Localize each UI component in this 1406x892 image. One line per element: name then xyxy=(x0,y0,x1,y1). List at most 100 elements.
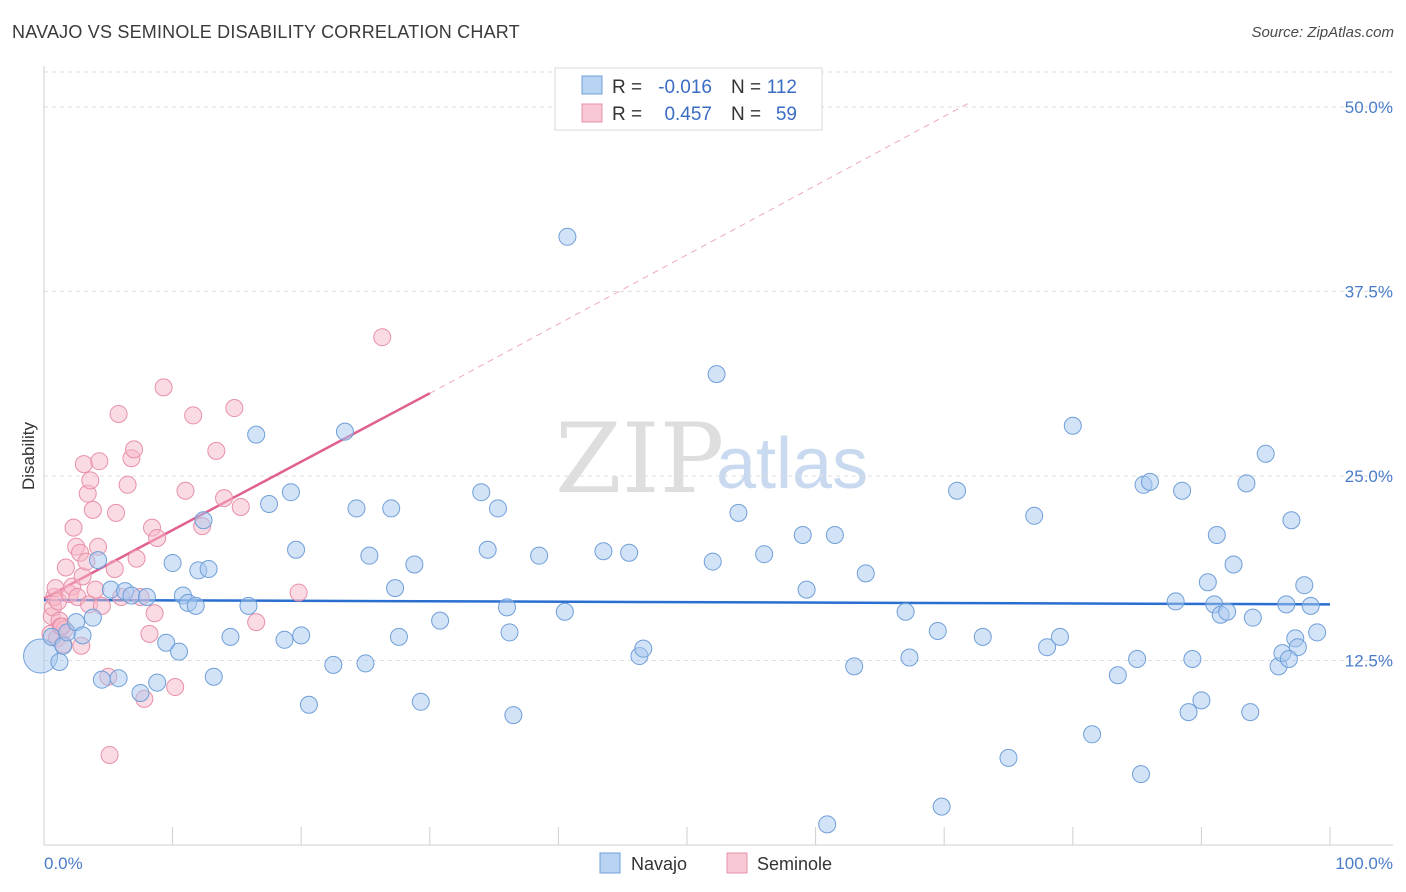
seminole-point xyxy=(215,489,234,508)
navajo-point xyxy=(92,670,111,689)
seminole-point xyxy=(231,497,250,516)
navajo-point xyxy=(335,422,354,441)
navajo-point xyxy=(1282,511,1301,530)
seminole-point xyxy=(125,440,144,459)
chart-title: NAVAJO VS SEMINOLE DISABILITY CORRELATIO… xyxy=(12,22,520,42)
seminole-point xyxy=(81,471,100,490)
axes xyxy=(43,66,1393,846)
navajo-point xyxy=(500,623,519,642)
navajo-point xyxy=(900,648,919,667)
navajo-points xyxy=(23,227,1327,834)
navajo-point xyxy=(818,815,837,834)
seminole-point xyxy=(140,624,159,643)
navajo-point xyxy=(347,499,366,518)
navajo-point xyxy=(729,503,748,522)
navajo-point xyxy=(299,695,318,714)
bottom-legend-label-seminole: Seminole xyxy=(757,854,832,874)
legend-n-value-seminole: 59 xyxy=(776,104,797,125)
navajo-point xyxy=(260,495,279,513)
navajo-point xyxy=(558,227,577,246)
navajo-point xyxy=(186,596,205,615)
navajo-point xyxy=(973,627,992,646)
seminole-point xyxy=(166,678,185,697)
source-credit: Source: ZipAtlas.com xyxy=(1251,24,1394,41)
watermark: ZIP atlas xyxy=(555,403,868,515)
navajo-point xyxy=(1241,703,1260,722)
navajo-point xyxy=(204,667,223,686)
navajo-point xyxy=(1218,602,1237,621)
navajo-point xyxy=(1131,765,1150,784)
navajo-point xyxy=(122,586,141,605)
navajo-point xyxy=(386,579,405,598)
seminole-point xyxy=(86,580,105,599)
navajo-point xyxy=(999,748,1018,767)
navajo-point xyxy=(199,559,218,578)
navajo-point xyxy=(247,425,266,444)
seminole-point xyxy=(90,452,109,471)
navajo-point xyxy=(360,546,379,565)
seminole-point xyxy=(73,567,92,586)
seminole-point xyxy=(118,475,137,494)
seminole-points xyxy=(41,328,392,764)
navajo-point xyxy=(1063,416,1082,435)
bottom-legend-label-navajo: Navajo xyxy=(631,854,687,874)
seminole-point xyxy=(64,518,83,537)
navajo-point xyxy=(281,483,300,502)
navajo-point xyxy=(411,692,430,711)
seminole-point xyxy=(373,328,392,347)
navajo-point xyxy=(1237,474,1256,493)
navajo-point xyxy=(1140,472,1159,491)
navajo-point xyxy=(1166,592,1185,611)
seminole-point xyxy=(184,406,203,425)
navajo-point xyxy=(431,611,450,630)
y-tick-label: 50.0% xyxy=(1345,98,1393,117)
navajo-point xyxy=(389,627,408,646)
navajo-point xyxy=(1108,666,1127,685)
seminole-point xyxy=(127,549,146,568)
navajo-point xyxy=(157,633,176,652)
navajo-point xyxy=(856,564,875,583)
navajo-point xyxy=(137,588,156,606)
navajo-point xyxy=(1025,506,1044,525)
seminole-point xyxy=(176,481,195,500)
series-legend: Navajo Seminole xyxy=(599,852,832,874)
navajo-point xyxy=(793,526,812,544)
navajo-point xyxy=(131,683,150,702)
seminole-point xyxy=(56,558,75,577)
seminole-point xyxy=(289,583,308,602)
navajo-point xyxy=(73,626,92,645)
legend-r-label-seminole: R = xyxy=(612,104,642,125)
navajo-point xyxy=(530,546,549,565)
seminole-point xyxy=(74,455,93,474)
correlation-legend: R = -0.016 N = 112 R = 0.457 N = 59 xyxy=(554,67,823,131)
navajo-point xyxy=(1050,627,1069,646)
y-tick-label: 37.5% xyxy=(1345,282,1393,301)
navajo-point xyxy=(488,499,507,518)
x-tick-label-max: 100.0% xyxy=(1335,854,1393,873)
navajo-point xyxy=(594,542,613,561)
navajo-point xyxy=(1173,481,1192,500)
navajo-point xyxy=(324,655,343,674)
y-axis-label: Disability xyxy=(19,421,38,490)
seminole-point xyxy=(109,404,128,423)
bottom-legend-swatch-seminole xyxy=(726,852,748,874)
navajo-point xyxy=(1224,555,1243,574)
navajo-point xyxy=(50,652,69,671)
navajo-point xyxy=(1301,596,1320,615)
navajo-point xyxy=(707,365,726,384)
navajo-point xyxy=(948,481,967,500)
seminole-point xyxy=(100,745,119,764)
seminole-trend-extension xyxy=(429,102,971,394)
navajo-point xyxy=(497,598,516,617)
navajo-point xyxy=(634,639,653,658)
watermark-atlas: atlas xyxy=(716,424,868,504)
navajo-point xyxy=(1308,623,1327,642)
trend-lines xyxy=(43,102,1331,606)
navajo-point xyxy=(1183,650,1202,668)
navajo-point xyxy=(1243,608,1262,627)
seminole-point xyxy=(148,528,167,547)
navajo-point xyxy=(797,580,816,599)
navajo-point xyxy=(1192,691,1211,710)
legend-swatch-navajo xyxy=(581,75,603,95)
navajo-point xyxy=(356,654,375,673)
